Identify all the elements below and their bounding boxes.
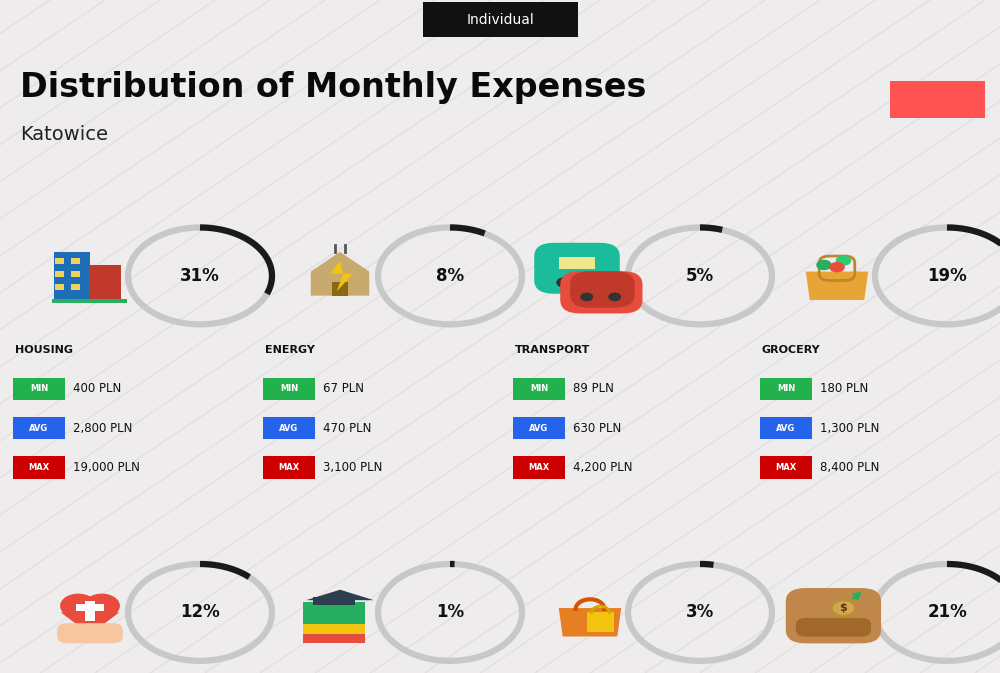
- Text: 400 PLN: 400 PLN: [73, 382, 121, 396]
- FancyBboxPatch shape: [55, 284, 64, 290]
- Polygon shape: [330, 260, 353, 291]
- Text: 1%: 1%: [436, 604, 464, 621]
- Text: 2,800 PLN: 2,800 PLN: [73, 421, 132, 435]
- FancyBboxPatch shape: [85, 602, 95, 621]
- Text: MAX: MAX: [28, 462, 50, 472]
- Text: AVG: AVG: [529, 423, 549, 433]
- FancyBboxPatch shape: [332, 283, 348, 295]
- Text: 630 PLN: 630 PLN: [573, 421, 621, 435]
- Text: 31%: 31%: [180, 267, 220, 285]
- Text: MAX: MAX: [278, 462, 300, 472]
- Text: 470 PLN: 470 PLN: [323, 421, 371, 435]
- FancyBboxPatch shape: [71, 271, 80, 277]
- FancyBboxPatch shape: [76, 604, 104, 611]
- Circle shape: [836, 255, 851, 266]
- Circle shape: [60, 594, 96, 618]
- FancyBboxPatch shape: [513, 417, 565, 439]
- Text: Katowice: Katowice: [20, 125, 108, 144]
- Circle shape: [608, 293, 621, 302]
- Text: 3,100 PLN: 3,100 PLN: [323, 460, 382, 474]
- Polygon shape: [311, 252, 369, 295]
- Text: MIN: MIN: [30, 384, 48, 394]
- Text: 67 PLN: 67 PLN: [323, 382, 364, 396]
- Circle shape: [829, 262, 845, 273]
- FancyBboxPatch shape: [71, 258, 80, 264]
- Text: 8,400 PLN: 8,400 PLN: [820, 460, 879, 474]
- Text: Individual: Individual: [466, 13, 534, 26]
- FancyBboxPatch shape: [55, 258, 64, 264]
- FancyBboxPatch shape: [313, 597, 355, 604]
- Text: 12%: 12%: [180, 604, 220, 621]
- FancyBboxPatch shape: [760, 378, 812, 400]
- FancyBboxPatch shape: [587, 612, 614, 632]
- Text: 21%: 21%: [927, 604, 967, 621]
- Text: MAX: MAX: [528, 462, 550, 472]
- Text: MIN: MIN: [530, 384, 548, 394]
- FancyBboxPatch shape: [760, 417, 812, 439]
- FancyBboxPatch shape: [560, 271, 642, 314]
- FancyBboxPatch shape: [13, 417, 65, 439]
- FancyBboxPatch shape: [71, 284, 80, 290]
- Text: 5%: 5%: [686, 267, 714, 285]
- Circle shape: [832, 600, 855, 616]
- FancyBboxPatch shape: [760, 456, 812, 479]
- Text: MAX: MAX: [775, 462, 797, 472]
- FancyBboxPatch shape: [263, 456, 315, 479]
- Circle shape: [84, 594, 120, 618]
- Text: AVG: AVG: [29, 423, 49, 433]
- FancyBboxPatch shape: [57, 623, 123, 643]
- Text: HOUSING: HOUSING: [15, 345, 73, 355]
- Text: AVG: AVG: [279, 423, 299, 433]
- FancyBboxPatch shape: [534, 243, 620, 293]
- Polygon shape: [806, 272, 868, 300]
- Text: ENERGY: ENERGY: [265, 345, 315, 355]
- FancyBboxPatch shape: [13, 456, 65, 479]
- Text: MIN: MIN: [280, 384, 298, 394]
- FancyBboxPatch shape: [303, 611, 365, 633]
- Text: 4,200 PLN: 4,200 PLN: [573, 460, 633, 474]
- FancyBboxPatch shape: [786, 588, 881, 643]
- Text: 1,300 PLN: 1,300 PLN: [820, 421, 879, 435]
- Text: 3%: 3%: [686, 604, 714, 621]
- FancyBboxPatch shape: [55, 271, 64, 277]
- FancyBboxPatch shape: [54, 252, 90, 300]
- Text: TRANSPORT: TRANSPORT: [515, 345, 590, 355]
- Circle shape: [580, 293, 593, 302]
- FancyBboxPatch shape: [796, 618, 871, 637]
- FancyBboxPatch shape: [89, 265, 121, 300]
- Text: 8%: 8%: [436, 267, 464, 285]
- FancyBboxPatch shape: [52, 299, 127, 303]
- FancyBboxPatch shape: [513, 456, 565, 479]
- Polygon shape: [306, 590, 374, 600]
- Text: AVG: AVG: [776, 423, 796, 433]
- FancyBboxPatch shape: [263, 417, 315, 439]
- Text: 89 PLN: 89 PLN: [573, 382, 614, 396]
- Text: 19%: 19%: [927, 267, 967, 285]
- FancyBboxPatch shape: [513, 378, 565, 400]
- FancyBboxPatch shape: [570, 271, 635, 308]
- FancyBboxPatch shape: [303, 602, 365, 624]
- Text: GROCERY: GROCERY: [762, 345, 821, 355]
- Polygon shape: [559, 608, 621, 637]
- Text: MIN: MIN: [777, 384, 795, 394]
- FancyBboxPatch shape: [263, 378, 315, 400]
- Text: Distribution of Monthly Expenses: Distribution of Monthly Expenses: [20, 71, 646, 104]
- Polygon shape: [61, 612, 119, 634]
- Circle shape: [816, 260, 832, 271]
- FancyBboxPatch shape: [422, 2, 578, 37]
- FancyBboxPatch shape: [559, 257, 595, 269]
- Text: 180 PLN: 180 PLN: [820, 382, 868, 396]
- Text: 19,000 PLN: 19,000 PLN: [73, 460, 140, 474]
- Circle shape: [579, 277, 595, 288]
- Circle shape: [556, 277, 572, 288]
- FancyBboxPatch shape: [890, 81, 985, 118]
- Text: $: $: [840, 603, 847, 613]
- FancyBboxPatch shape: [13, 378, 65, 400]
- FancyBboxPatch shape: [303, 621, 365, 643]
